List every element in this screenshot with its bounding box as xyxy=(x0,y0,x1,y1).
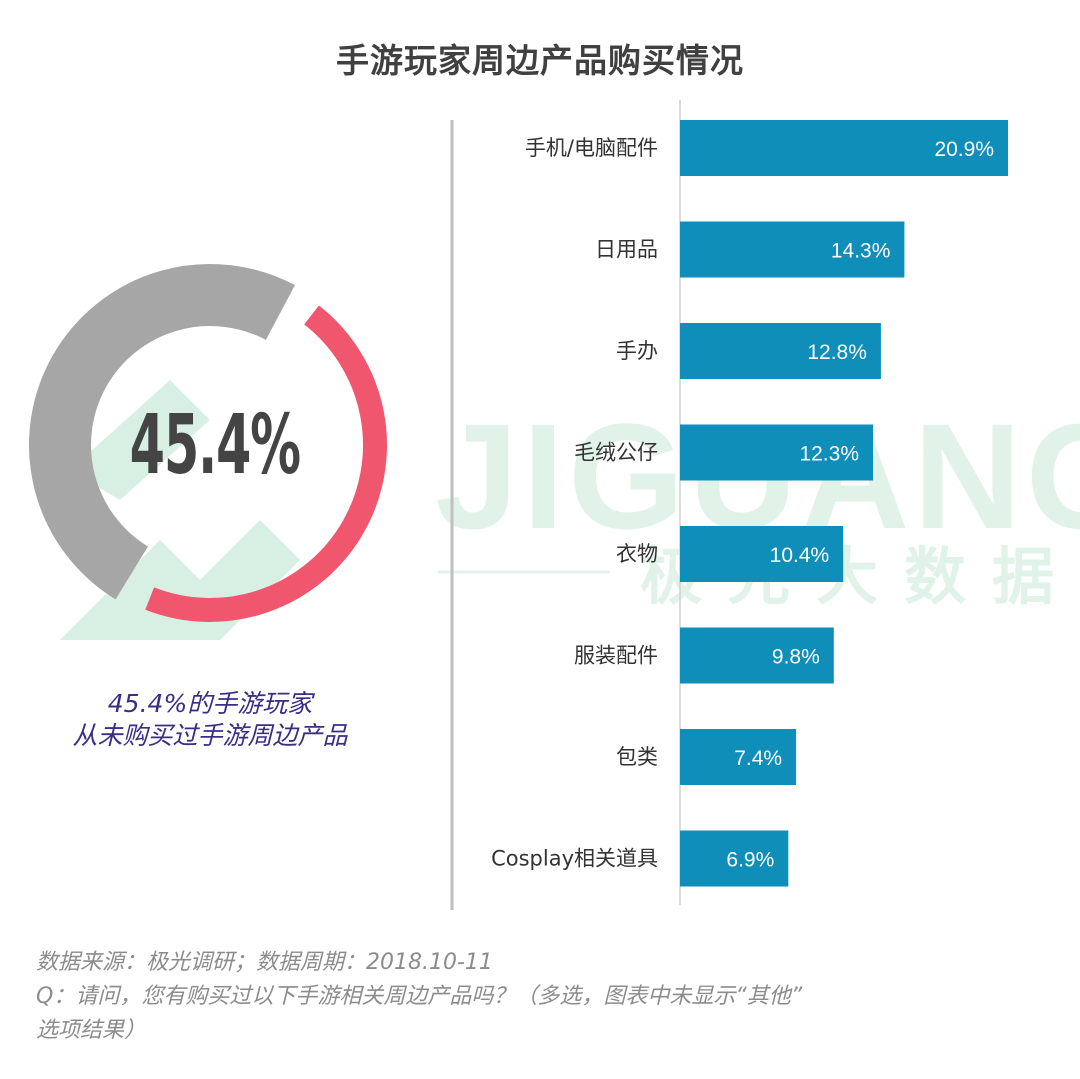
bar-3 xyxy=(680,424,873,481)
bar-value-label: 7.4% xyxy=(734,747,782,770)
source-line1: 数据来源：极光调研；数据周期：2018.10-11 xyxy=(36,950,493,975)
donut-caption: 45.4%的手游玩家 从未购买过手游周边产品 xyxy=(20,688,400,752)
bar-value-label: 12.8% xyxy=(807,341,867,364)
bar-1 xyxy=(680,221,905,278)
bar-category-label: 日用品 xyxy=(595,238,658,262)
bar-value-label: 12.3% xyxy=(799,443,859,466)
bar-5 xyxy=(680,627,834,684)
bar-value-label: 20.9% xyxy=(934,138,994,161)
bar-value-label: 14.3% xyxy=(831,240,891,263)
source-line3: 选项结果） xyxy=(36,1018,147,1043)
bar-category-label: Cosplay相关道具 xyxy=(491,847,658,871)
source-line2: Q：请问，您有购买过以下手游相关周边产品吗？（多选，图表中未显示“其他” xyxy=(36,984,803,1009)
chart-title: 手游玩家周边产品购买情况 xyxy=(336,41,744,80)
donut-caption-line2: 从未购买过手游周边产品 xyxy=(72,721,348,750)
bar-category-label: 手机/电脑配件 xyxy=(525,136,658,160)
bar-value-label: 10.4% xyxy=(770,544,830,567)
bars-group: 手机/电脑配件 20.9% 日用品 14.3% 手办 12.8% 毛绒公仔 12.3% 衣物 10… xyxy=(491,120,1008,887)
bar-category-label: 毛绒公仔 xyxy=(574,441,658,465)
bar-category-label: 手办 xyxy=(616,339,658,363)
bar-6 xyxy=(680,729,797,785)
bar-value-label: 6.9% xyxy=(726,849,774,872)
bar-0 xyxy=(680,120,1008,176)
bar-4 xyxy=(680,526,844,582)
bar-category-label: 衣物 xyxy=(616,542,658,566)
donut-caption-line1: 45.4%的手游玩家 xyxy=(107,689,313,718)
donut-highlight-segment xyxy=(145,305,387,622)
bar-2 xyxy=(680,323,881,379)
donut-center-value: 45.4% xyxy=(129,398,301,493)
bar-category-label: 包类 xyxy=(616,745,658,769)
bar-value-label: 9.8% xyxy=(772,646,820,669)
bar-category-label: 服装配件 xyxy=(574,644,658,668)
source-note: 数据来源：极光调研；数据周期：2018.10-11 Q：请问，您有购买过以下手游… xyxy=(36,946,1046,1048)
donut-remainder-segment xyxy=(29,264,295,600)
bar-7 xyxy=(680,830,789,887)
